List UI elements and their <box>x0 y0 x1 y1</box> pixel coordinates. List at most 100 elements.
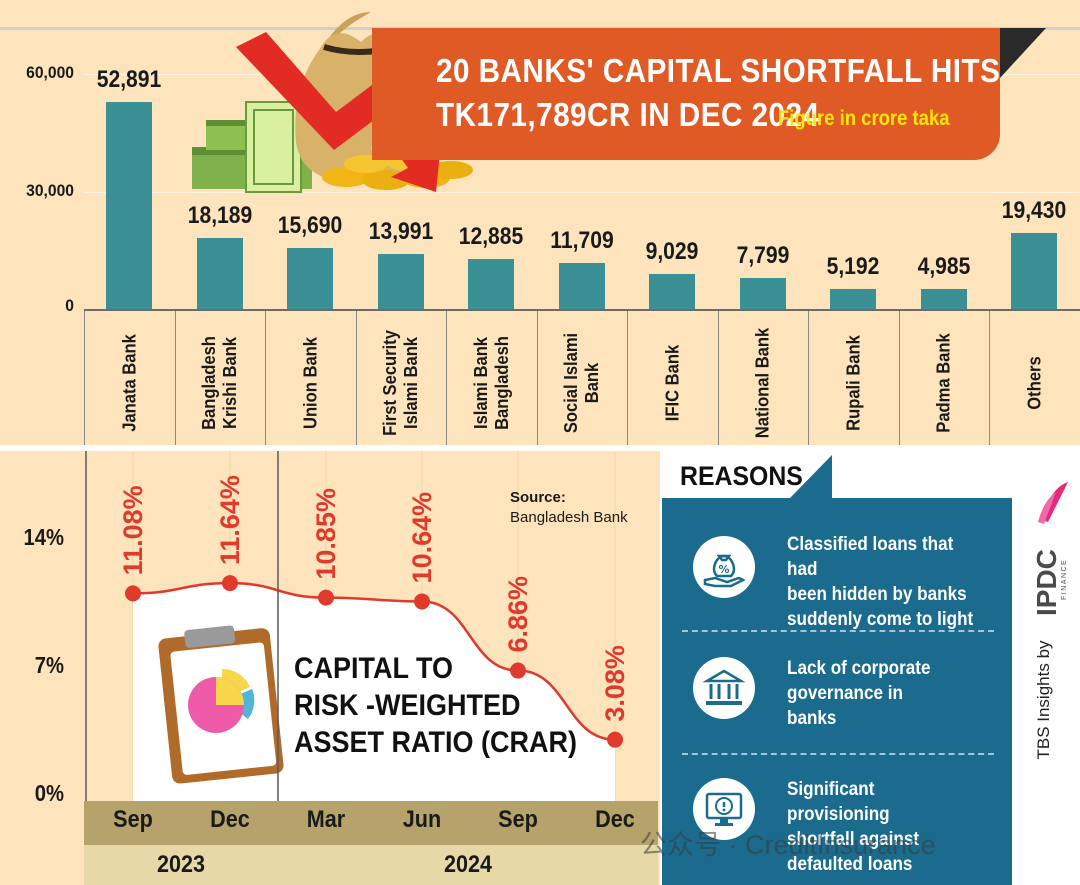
category-cell: Padma Bank <box>898 311 990 445</box>
year-label: 2024 <box>443 851 493 878</box>
bar <box>468 258 515 309</box>
bar-value-label: 19,430 <box>1001 196 1067 224</box>
crar-series-line <box>132 581 616 741</box>
month-axis-strip <box>84 801 658 845</box>
crar-value-label: 11.08% <box>118 485 148 575</box>
category-cell: Others <box>989 311 1080 445</box>
bar-value-label: 5,192 <box>826 252 880 280</box>
category-cell: Social Islami Bank <box>536 311 628 445</box>
bar-value-label: 9,029 <box>645 237 699 265</box>
bank-building-icon <box>693 657 755 719</box>
source-name: Bangladesh Bank <box>510 509 628 526</box>
bar <box>920 289 967 309</box>
category-cell: Bangladesh Krishi Bank <box>174 311 266 445</box>
bar-value-label: 11,709 <box>550 227 614 255</box>
reason-text: Significant provisioning shortfall again… <box>787 779 920 875</box>
bar <box>196 237 243 309</box>
y-tick-label: 30,000 <box>26 181 75 200</box>
crar-data-point <box>318 589 334 606</box>
month-label: Dec <box>595 806 635 833</box>
crar-data-point <box>414 593 430 610</box>
category-label: Islami Bank Bangladesh <box>470 336 512 430</box>
source-title: Source: <box>510 489 566 506</box>
reasons-title: REASONS <box>680 461 803 491</box>
crar-value-label: 10.85% <box>311 488 341 580</box>
reason-separator <box>682 753 994 755</box>
category-cell: Islami Bank Bangladesh <box>446 311 537 445</box>
ipdc-logo-text: IPDC <box>1031 549 1062 616</box>
bar <box>1011 232 1058 309</box>
category-label: Social Islami Bank <box>561 332 603 434</box>
category-cell: Rupali Bank <box>808 311 899 445</box>
category-cell: Union Bank <box>265 311 356 445</box>
crar-line-chart: 11.08% 11.64% 10.85% 10.64% 6.86% 3.08% <box>85 451 630 885</box>
headline-banner <box>372 28 1000 160</box>
money-bag-hand-icon: % <box>693 536 755 598</box>
crar-value-label: 6.86% <box>503 576 533 653</box>
category-label: Union Bank <box>300 337 321 430</box>
month-label: Sep <box>498 806 538 833</box>
crar-title-line-3: ASSET RATIO (CRAR) <box>294 726 577 759</box>
crar-data-point <box>510 662 526 679</box>
category-label: Padma Bank <box>933 333 954 433</box>
category-label: Others <box>1024 356 1045 410</box>
svg-text:%: % <box>718 563 729 576</box>
reason-text: Lack of corporate governance in banks <box>787 658 931 729</box>
bar-value-label: 7,799 <box>736 242 790 270</box>
crar-value-label: 10.64% <box>407 492 437 584</box>
category-label: IFIC Bank <box>662 344 683 422</box>
gridline <box>84 192 1080 193</box>
crar-value-label: 11.64% <box>215 475 245 565</box>
crar-title-line-1: CAPITAL TO <box>294 652 454 685</box>
bar <box>649 273 696 309</box>
crar-data-point <box>607 731 623 748</box>
crar-data-point <box>222 575 238 592</box>
bar-series: 52,891 18,189 15,690 13,991 12,885 11,709 9,02… <box>96 65 1067 309</box>
bar <box>377 254 424 309</box>
unit-note: Figure in crore taka <box>778 107 950 130</box>
watermark: 公众号 · CreditInsurance <box>640 830 936 860</box>
bar-value-label: 15,690 <box>277 211 343 239</box>
sponsor-credit: TBS Insights by <box>1034 640 1053 760</box>
category-label: First Security Islami Bank <box>380 330 422 436</box>
month-label: Jun <box>402 806 442 833</box>
y-tick-label: 14% <box>23 524 64 550</box>
bar <box>739 278 786 309</box>
category-label: Janata Bank <box>119 334 140 432</box>
ipdc-logo-subtext: FINANCE <box>1061 559 1068 600</box>
bar-value-label: 18,189 <box>187 201 253 229</box>
category-label: Bangladesh Krishi Bank <box>199 336 241 430</box>
headline-line-2: TK171,789CR IN DEC 2024 <box>436 96 820 133</box>
bar <box>106 101 153 309</box>
month-label: Sep <box>113 806 153 833</box>
headline-line-1: 20 BANKS' CAPITAL SHORTFALL HITS <box>436 52 1001 89</box>
reasons-header-tab <box>790 455 832 498</box>
ipdc-logo: IPDC FINANCE <box>1031 482 1068 616</box>
section-divider <box>0 445 1080 451</box>
year-label: 2023 <box>156 851 206 878</box>
crar-data-point <box>125 585 141 602</box>
sponsor-strip <box>1014 451 1080 885</box>
crar-title-line-2: RISK -WEIGHTED <box>294 689 521 722</box>
bar-value-label: 52,891 <box>96 65 162 93</box>
y-tick-label: 0 <box>65 296 74 315</box>
y-tick-label: 0% <box>34 780 64 806</box>
bar-value-label: 13,991 <box>368 218 434 246</box>
y-tick-label: 7% <box>34 652 64 678</box>
banner-fold <box>1000 28 1046 78</box>
reason-separator <box>682 630 994 632</box>
crar-value-label: 3.08% <box>600 645 630 722</box>
category-label: Rupali Bank <box>843 335 864 431</box>
bar <box>830 288 877 309</box>
bar-value-label: 12,885 <box>458 222 524 250</box>
y-tick-label: 60,000 <box>26 63 75 82</box>
category-cell: First Security Islami Bank <box>355 311 447 445</box>
bar-value-label: 4,985 <box>917 253 971 281</box>
category-cell: Janata Bank <box>84 311 175 445</box>
category-cell: IFIC Bank <box>627 311 718 445</box>
clipboard-pie-illustration <box>158 625 284 784</box>
month-label: Dec <box>210 806 250 833</box>
bar <box>287 247 334 309</box>
category-cell: National Bank <box>717 311 809 445</box>
